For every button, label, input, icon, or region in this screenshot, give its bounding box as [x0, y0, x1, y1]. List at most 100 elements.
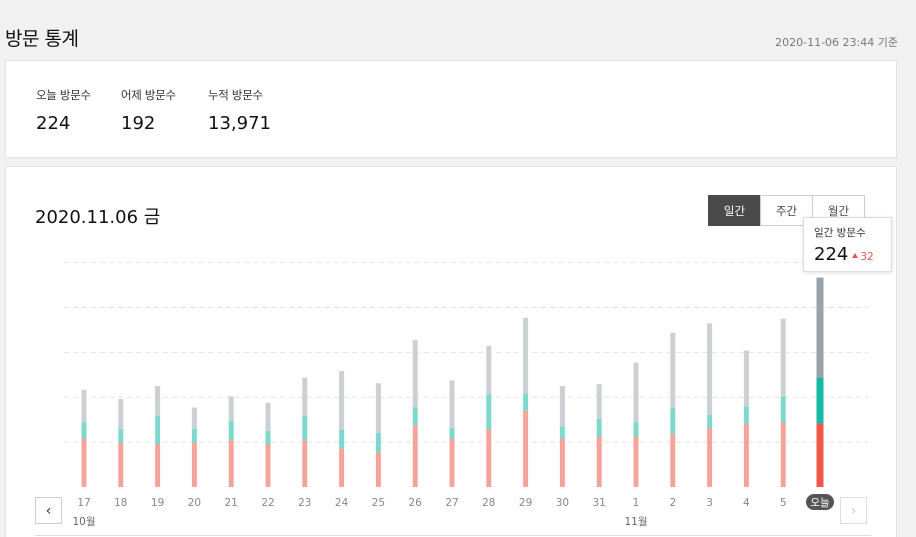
- tooltip-delta: 32: [852, 251, 874, 263]
- bar-segment-rest: [302, 377, 308, 416]
- bar-segment-new: [265, 443, 271, 487]
- stat-label: 어제 방문수: [121, 88, 176, 102]
- visits-chart: 17 18 19 20 21 22 23 24 25 26 27 28 29 30 31 1 2 3 4 5 오늘10월…: [64, 262, 868, 528]
- next-period-button[interactable]: ›: [840, 497, 867, 524]
- tooltip-delta-value: 32: [860, 251, 874, 263]
- chart-tooltip: 일간 방문수 224 32: [803, 217, 892, 272]
- bar-segment-mid: [559, 426, 565, 439]
- x-tick-label: 23: [298, 497, 311, 509]
- month-label: 10월: [72, 516, 95, 528]
- bar-segment-mid: [486, 394, 492, 430]
- bar-segment-new: [302, 440, 308, 487]
- bar-segment-rest: [375, 383, 381, 433]
- bar-segment-rest: [707, 323, 713, 416]
- bar-segment-new: [191, 443, 197, 487]
- bar-segment-rest: [339, 371, 345, 430]
- bar-segment-mid: [81, 422, 87, 439]
- bar-segment-rest: [191, 407, 197, 430]
- x-tick-label: 1: [633, 497, 640, 509]
- bar-segment-rest: [118, 399, 124, 430]
- x-tick-label: 24: [335, 497, 349, 509]
- stat-label: 누적 방문수: [208, 88, 263, 102]
- tooltip-label: 일간 방문수: [814, 227, 866, 239]
- bar-segment-mid: [412, 407, 418, 426]
- bar-segment-mid: [633, 422, 639, 437]
- summary-card: 오늘 방문수 224 어제 방문수 192 누적 방문수 13,971: [5, 60, 897, 158]
- page-title: 방문 통계: [5, 28, 79, 50]
- bar-segment-new: [155, 443, 161, 487]
- bar-segment-new: [707, 428, 713, 487]
- stat-total: 누적 방문수 13,971: [208, 87, 271, 134]
- bar-segment-new: [375, 452, 381, 487]
- bar-segment-rest: [780, 318, 786, 397]
- bar-segment-new: [523, 410, 529, 487]
- x-tick-label: 20: [188, 497, 201, 509]
- stat-value: 192: [121, 113, 156, 134]
- x-tick-label: 31: [593, 497, 606, 509]
- bar-segment-new: [81, 438, 87, 487]
- stat-value: 13,971: [208, 113, 271, 134]
- x-tick-label: 17: [77, 497, 90, 509]
- bar-segment-mid: [596, 418, 602, 437]
- bar-segment-rest: [486, 345, 492, 395]
- bar-segment-new: [633, 436, 639, 487]
- bar-segment-mid: [816, 377, 824, 424]
- stat-value: 224: [36, 113, 71, 134]
- x-tick-label: 22: [261, 497, 274, 509]
- bar-segment-mid: [265, 430, 271, 444]
- bar-segment-new: [412, 425, 418, 487]
- bar-segment-rest: [265, 402, 271, 431]
- x-tick-label: 21: [225, 497, 238, 509]
- bar-segment-rest: [412, 340, 418, 408]
- bar-segment-new: [670, 433, 676, 487]
- x-tick-label: 오늘: [810, 497, 830, 509]
- arrow-up-icon: [852, 253, 859, 258]
- bar-segment-mid: [228, 420, 234, 441]
- x-tick-label: 25: [372, 497, 385, 509]
- bar-segment-mid: [191, 429, 197, 444]
- bar-segment-new: [339, 448, 345, 487]
- bar-segment-rest: [81, 389, 87, 423]
- x-tick-label: 27: [445, 497, 458, 509]
- bar-segment-mid: [780, 396, 786, 423]
- chart-divider: [35, 535, 871, 536]
- x-tick-label: 26: [409, 497, 423, 509]
- bar-segment-rest: [449, 380, 455, 429]
- bar-segment-new: [596, 436, 602, 487]
- bar-segment-rest: [155, 386, 161, 416]
- bar-segment-rest: [670, 332, 676, 409]
- bar-segment-mid: [339, 429, 345, 449]
- bar-segment-mid: [449, 428, 455, 439]
- x-tick-label: 5: [780, 497, 787, 509]
- bar-segment-new: [449, 438, 455, 487]
- bar-segment-new: [816, 423, 824, 487]
- x-tick-label: 18: [114, 497, 127, 509]
- bar-segment-new: [743, 423, 749, 487]
- bar-segment-mid: [743, 406, 749, 424]
- bar-segment-new: [780, 422, 786, 487]
- today-badge: [806, 494, 834, 510]
- x-tick-label: 3: [706, 497, 713, 509]
- x-tick-label: 19: [151, 497, 164, 509]
- tooltip-value: 224: [814, 244, 849, 265]
- bar-segment-mid: [302, 415, 308, 441]
- bar-segment-mid: [155, 415, 161, 444]
- stat-today: 오늘 방문수 224: [36, 87, 91, 134]
- bar-segment-rest: [816, 277, 824, 378]
- bar-segment-mid: [670, 408, 676, 434]
- bar-segment-rest: [559, 386, 565, 427]
- bar-segment-rest: [596, 384, 602, 419]
- updated-timestamp: 2020-11-06 23:44 기준: [775, 36, 898, 49]
- prev-period-button[interactable]: ‹: [35, 497, 62, 524]
- bar-segment-new: [118, 443, 124, 487]
- bar-segment-mid: [523, 393, 529, 411]
- bar-segment-new: [486, 429, 492, 487]
- bar-segment-rest: [523, 317, 529, 394]
- bar-segment-rest: [743, 350, 749, 407]
- x-tick-label: 29: [519, 497, 532, 509]
- x-tick-label: 30: [556, 497, 569, 509]
- x-tick-label: 28: [482, 497, 495, 509]
- bar-segment-mid: [375, 432, 381, 453]
- bar-segment-mid: [118, 429, 124, 444]
- bar-segment-rest: [633, 362, 639, 423]
